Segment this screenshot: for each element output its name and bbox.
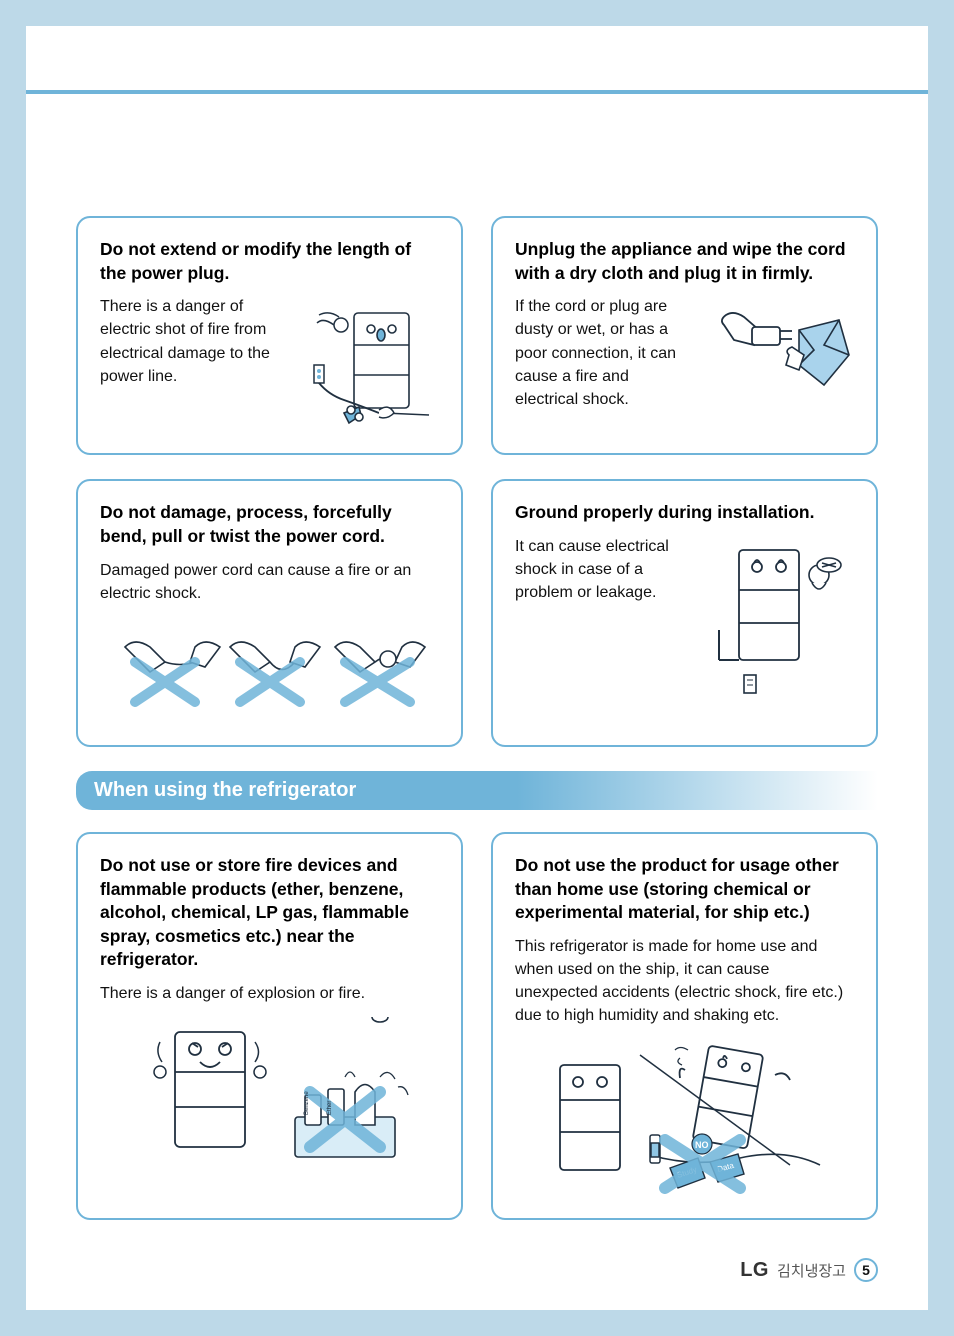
manual-page: Do not extend or modify the length of th…	[26, 26, 928, 1310]
card-title: Do not use or store fire devices and fla…	[100, 854, 439, 972]
fridge-plug-illustration	[289, 295, 439, 435]
card-title: Do not use the product for usage other t…	[515, 854, 854, 925]
card-body: If the cord or plug are dusty or wet, or…	[515, 295, 692, 411]
cord-damage-illustration	[100, 617, 439, 727]
brand-logo: LG	[740, 1259, 769, 1282]
content-area: Do not extend or modify the length of th…	[76, 216, 878, 1244]
card-flammable: Do not use or store fire devices and fla…	[76, 832, 463, 1220]
card-extend-plug: Do not extend or modify the length of th…	[76, 216, 463, 455]
card-title: Do not extend or modify the length of th…	[100, 238, 439, 285]
svg-text:Benzene: Benzene	[304, 1091, 310, 1115]
card-row: Do not extend or modify the length of th…	[76, 216, 878, 455]
card-body: It can cause electrical shock in case of…	[515, 535, 672, 605]
home-use-illustration: Study Data NO	[515, 1040, 854, 1200]
section-header-using-refrigerator: When using the refrigerator	[76, 771, 878, 810]
card-title: Do not damage, process, forcefully bend,…	[100, 501, 439, 548]
card-row: Do not damage, process, forcefully bend,…	[76, 479, 878, 747]
card-title: Unplug the appliance and wipe the cord w…	[515, 238, 854, 285]
card-body: Damaged power cord can cause a fire or a…	[100, 559, 439, 605]
card-body: This refrigerator is made for home use a…	[515, 935, 854, 1028]
flammable-illustration: Benzene Ether	[100, 1017, 439, 1187]
ground-illustration	[684, 535, 854, 705]
card-unplug-wipe: Unplug the appliance and wipe the cord w…	[491, 216, 878, 455]
card-body: There is a danger of electric shot of fi…	[100, 295, 277, 388]
svg-text:NO: NO	[695, 1140, 709, 1150]
card-ground: Ground properly during installation. It …	[491, 479, 878, 747]
page-footer: LG 김치냉장고 5	[740, 1258, 878, 1282]
card-home-use: Do not use the product for usage other t…	[491, 832, 878, 1220]
product-name-korean: 김치냉장고	[777, 1260, 846, 1281]
card-title: Ground properly during installation.	[515, 501, 854, 525]
card-row: Do not use or store fire devices and fla…	[76, 832, 878, 1220]
top-divider	[26, 90, 928, 94]
page-number: 5	[854, 1258, 878, 1282]
card-damage-cord: Do not damage, process, forcefully bend,…	[76, 479, 463, 747]
plug-wipe-illustration	[704, 295, 854, 415]
card-body: There is a danger of explosion or fire.	[100, 982, 439, 1005]
svg-text:Ether: Ether	[327, 1101, 333, 1115]
